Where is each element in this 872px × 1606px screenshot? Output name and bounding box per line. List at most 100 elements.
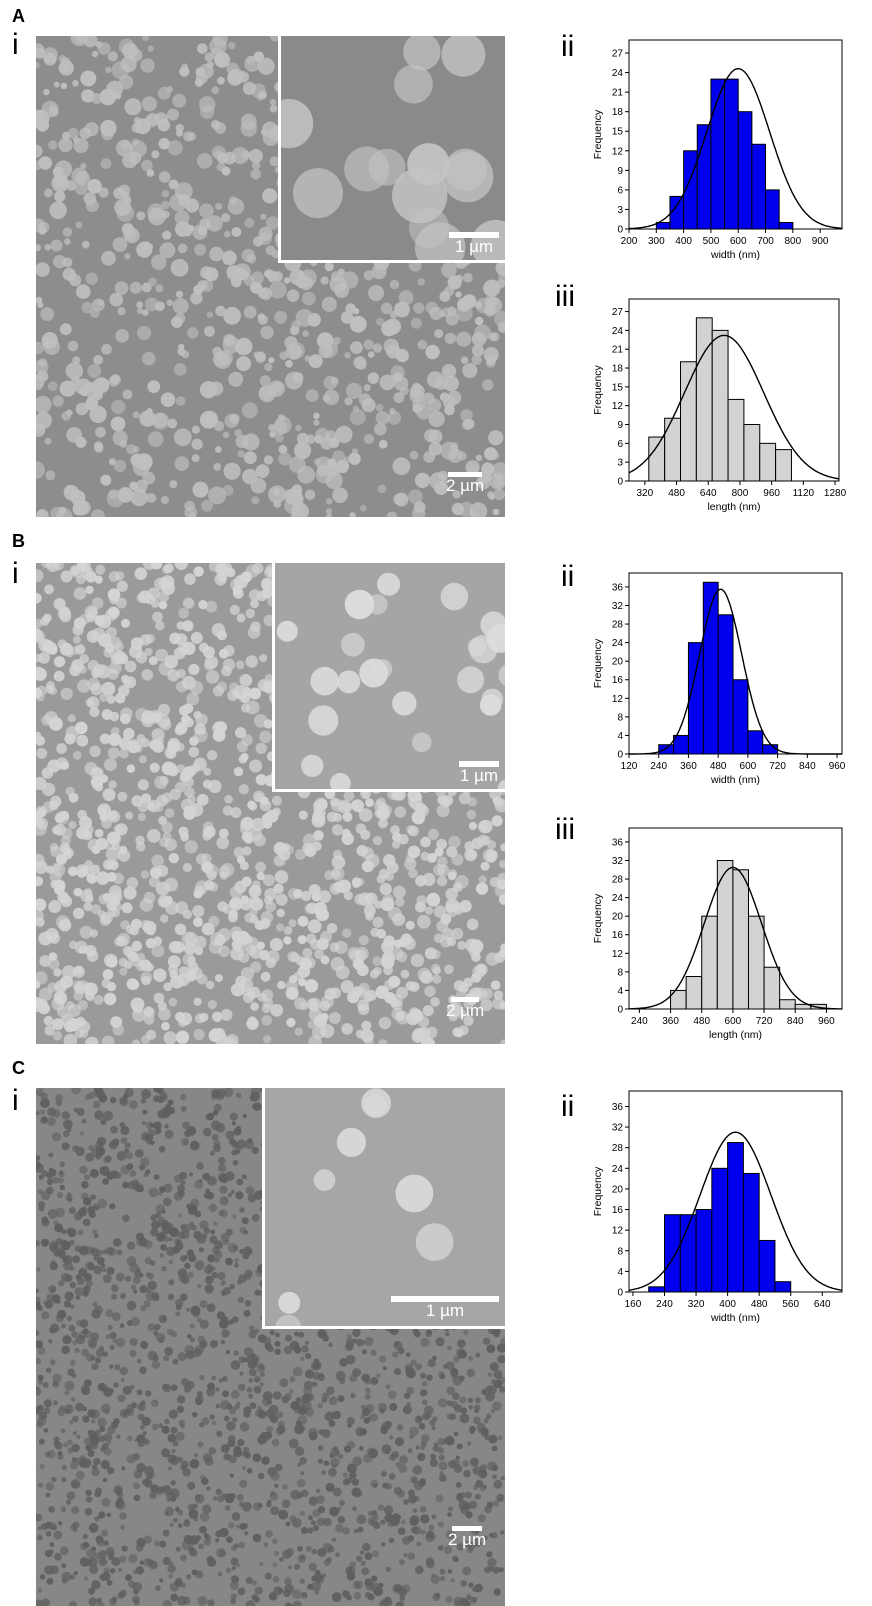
sem-particle — [496, 872, 505, 887]
sem-particle — [170, 1230, 176, 1237]
sem-particle — [73, 887, 83, 897]
sem-particle — [177, 243, 188, 254]
sem-particle — [175, 396, 186, 406]
sem-particle — [379, 882, 392, 896]
sem-particle — [250, 961, 262, 973]
sem-particle — [227, 41, 236, 50]
sem-particle — [166, 108, 179, 121]
sem-particle — [188, 663, 200, 676]
sem-particle — [219, 1196, 229, 1206]
sem-particle — [162, 1383, 172, 1393]
sem-particle — [467, 1441, 472, 1446]
sem-particle — [242, 846, 252, 856]
sem-particle — [45, 1492, 51, 1498]
sem-particle — [353, 1591, 362, 1600]
sem-particle — [140, 1305, 147, 1312]
sem-particle — [426, 1559, 435, 1569]
x-axis-label: length (nm) — [709, 1029, 762, 1041]
sem-particle — [389, 310, 398, 319]
sem-particle — [433, 1442, 439, 1447]
sem-particle — [247, 1193, 257, 1203]
sem-particle — [259, 287, 273, 300]
sem-particle — [462, 363, 478, 379]
sem-particle — [72, 1521, 80, 1529]
sem-particle — [139, 1424, 145, 1430]
sem-particle — [376, 1373, 381, 1378]
sem-particle — [87, 1262, 95, 1270]
sem-particle — [262, 188, 278, 204]
sem-particle — [227, 912, 238, 923]
sem-particle — [180, 1255, 187, 1262]
sem-particle — [471, 952, 481, 962]
sem-particle — [258, 226, 273, 241]
sem-particle — [220, 1009, 233, 1021]
sem-particle — [96, 1601, 105, 1606]
sem-particle — [493, 797, 505, 808]
sem-particle — [455, 1455, 460, 1460]
sem-particle — [73, 136, 80, 143]
sem-particle — [298, 1331, 305, 1338]
sem-particle — [84, 1576, 89, 1581]
x-tick-label: 800 — [785, 236, 802, 247]
sem-particle — [422, 1399, 428, 1406]
sem-particle — [211, 623, 226, 637]
sem-particle — [175, 290, 184, 299]
sem-particle — [407, 1552, 416, 1560]
sem-particle — [88, 1091, 96, 1099]
sem-particle — [183, 597, 195, 609]
histogram-bar — [717, 614, 734, 755]
sem-inset-c: 1 µm — [262, 1088, 505, 1329]
sem-particle — [141, 96, 157, 112]
sem-particle — [289, 1376, 296, 1383]
sem-particle — [496, 1343, 505, 1353]
histogram-bar — [695, 317, 713, 482]
sem-particle — [440, 913, 452, 925]
sem-particle — [301, 890, 312, 902]
sem-particle — [377, 1402, 388, 1412]
sem-particle — [42, 613, 52, 623]
sem-particle — [377, 572, 401, 596]
sem-particle — [71, 1331, 78, 1338]
sem-particle — [162, 1316, 166, 1321]
y-tick-label: 8 — [617, 1246, 623, 1257]
sem-particle — [46, 1577, 54, 1585]
sem-particle — [228, 1320, 233, 1325]
sem-particle — [192, 1503, 198, 1509]
sem-particle — [361, 1020, 372, 1031]
sem-particle — [151, 944, 165, 958]
sem-particle — [120, 1126, 130, 1135]
sem-particle — [125, 1574, 132, 1582]
sem-particle — [282, 1589, 291, 1598]
sem-particle — [215, 1403, 221, 1409]
sem-particle — [154, 1323, 161, 1331]
sem-particle — [37, 1526, 42, 1531]
sem-particle — [175, 1298, 184, 1307]
sem-particle — [60, 570, 73, 583]
sem-particle — [427, 1359, 436, 1368]
sem-particle — [79, 665, 88, 674]
sem-particle — [114, 281, 129, 295]
sem-particle — [85, 1496, 93, 1503]
sem-particle — [457, 666, 485, 694]
sem-particle — [138, 1273, 144, 1278]
sem-particle — [132, 1453, 140, 1461]
sem-particle — [186, 692, 200, 706]
sem-particle — [430, 1453, 437, 1460]
sem-particle — [235, 1191, 244, 1200]
sem-particle — [444, 148, 487, 191]
sem-particle — [400, 1519, 406, 1525]
sem-particle — [477, 1428, 482, 1433]
inset-scale-label-a: 1 µm — [454, 237, 494, 256]
sem-particle — [420, 1529, 426, 1535]
sem-particle — [187, 1481, 196, 1490]
sem-particle — [80, 163, 87, 170]
sem-particle — [176, 764, 186, 774]
sem-particle — [109, 1597, 117, 1606]
sem-particle — [250, 169, 262, 180]
sem-particle — [356, 964, 369, 977]
sem-particle — [167, 740, 180, 754]
sem-particle — [124, 227, 140, 244]
sem-particle — [437, 1545, 444, 1551]
sem-particle — [43, 1428, 49, 1433]
sem-particle — [38, 1438, 45, 1445]
